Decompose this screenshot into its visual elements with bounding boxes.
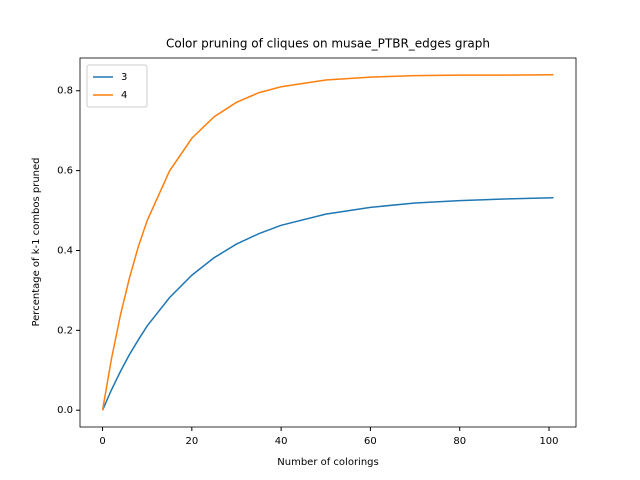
- y-tick-label: 0.8: [57, 86, 73, 97]
- y-tick-label: 0.0: [57, 405, 73, 416]
- x-tick-label: 100: [539, 436, 558, 447]
- x-axis-label: Number of colorings: [277, 457, 378, 468]
- y-tick-label: 0.6: [57, 166, 73, 177]
- chart-title: Color pruning of cliques on musae_PTBR_e…: [166, 37, 490, 51]
- x-tick-label: 40: [275, 436, 288, 447]
- line-series: [101, 74, 554, 411]
- legend-box: [86, 64, 148, 108]
- line-series: [101, 197, 554, 411]
- x-tick-label: 80: [453, 436, 466, 447]
- legend-label: 4: [121, 90, 127, 101]
- legend-label: 3: [121, 72, 127, 83]
- y-tick-label: 0.4: [57, 245, 73, 256]
- y-axis-label: Percentage of k-1 combos pruned: [31, 157, 42, 326]
- plot-frame: [79, 57, 577, 428]
- x-tick-label: 0: [99, 436, 105, 447]
- x-tick-label: 20: [185, 436, 198, 447]
- y-tick-label: 0.2: [57, 325, 73, 336]
- x-tick-label: 60: [364, 436, 377, 447]
